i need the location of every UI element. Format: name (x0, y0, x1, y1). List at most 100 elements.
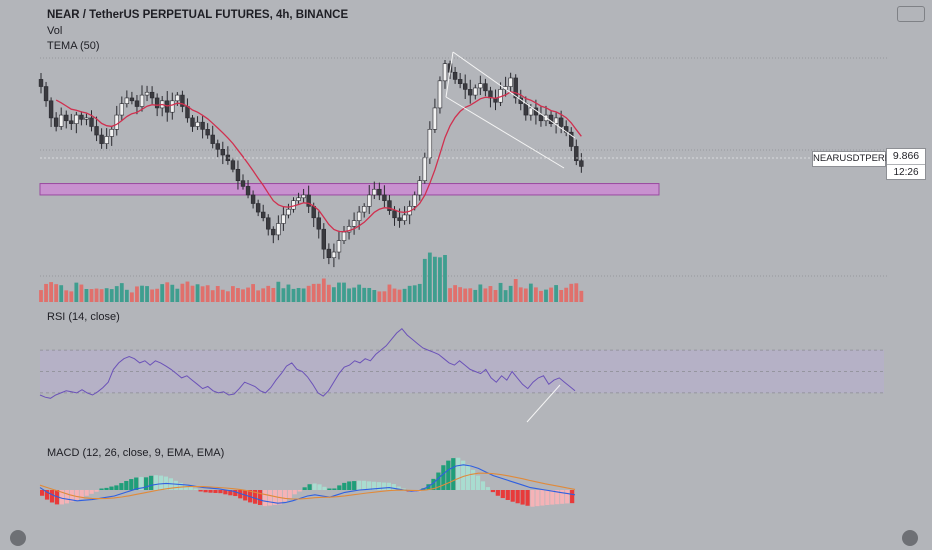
macd-bar (391, 484, 396, 490)
volume-bar (74, 282, 79, 302)
macd-bar (515, 490, 520, 504)
last-price-tag: 9.866 12:26 (886, 148, 926, 180)
candle-body (94, 126, 99, 136)
candle-body (437, 80, 443, 109)
candle-body (331, 251, 337, 259)
scroll-right-button[interactable] (902, 530, 918, 546)
volume-bar (377, 291, 382, 302)
volume-bar (362, 287, 367, 302)
candle-body (58, 114, 64, 127)
macd-bar (322, 486, 327, 490)
volume-bar (54, 284, 59, 302)
scroll-left-button[interactable] (10, 530, 26, 546)
macd-bar (466, 464, 471, 490)
candle-body (250, 194, 256, 204)
candle-body (311, 206, 316, 219)
macd-bar (545, 490, 550, 505)
candle-body (483, 83, 488, 92)
candle-body (508, 77, 513, 87)
candle-body (210, 134, 215, 144)
signal-line (39, 472, 576, 500)
volume-bar (220, 289, 225, 302)
macd-bar (178, 482, 183, 490)
volume-bar (296, 287, 301, 302)
macd-bar (510, 490, 515, 502)
macd-bar (262, 490, 268, 507)
rsi-label[interactable]: RSI (14, close) (47, 311, 120, 323)
macd-bar (381, 482, 387, 490)
volume-bars (39, 252, 584, 302)
candle-body (104, 136, 109, 144)
macd-bar (193, 488, 198, 490)
macd-bar (228, 490, 233, 496)
candle-body (84, 117, 89, 120)
candle-body (64, 114, 69, 122)
volume-bar (281, 288, 286, 302)
volume-bar (306, 285, 311, 302)
tema-label[interactable]: TEMA (50) (47, 40, 100, 52)
volume-bar (458, 287, 463, 302)
macd-bar (287, 490, 292, 499)
volume-bar (387, 284, 392, 302)
volume-bar (160, 284, 165, 302)
symbol-tag: NEARUSDTPERP (812, 151, 891, 167)
macd-bar (129, 479, 134, 490)
chart-title: NEAR / TetherUS PERPETUAL FUTURES, 4h, B… (47, 9, 349, 21)
volume-bar (79, 284, 84, 302)
volume-bar (412, 285, 417, 302)
macd-bar (461, 460, 466, 490)
volume-bar (271, 287, 276, 302)
macd-bar (535, 490, 540, 507)
candle-body (387, 200, 392, 211)
volume-bar (534, 287, 538, 302)
volume-bar (64, 290, 69, 302)
macd-bar (475, 475, 481, 490)
volume-bar (478, 284, 483, 302)
volume-bar (241, 289, 245, 302)
macd-bar (253, 490, 258, 504)
macd-bar (134, 477, 139, 490)
candle-body (175, 94, 180, 102)
macd-bar (158, 475, 164, 490)
macd-bar (233, 490, 238, 497)
volume-bar (89, 289, 94, 302)
candle-body (281, 214, 286, 224)
chart-settings-button[interactable] (897, 6, 925, 22)
candle-body (245, 186, 251, 196)
macd-bar (104, 487, 109, 490)
macd-bar (431, 478, 436, 490)
rsi-trendline (526, 384, 561, 423)
candle-body (149, 91, 155, 99)
candle-body (235, 168, 241, 181)
volume-bar (104, 288, 109, 302)
volume-bar (382, 291, 387, 302)
macd-bar (396, 486, 401, 490)
macd-bar (540, 490, 545, 506)
volume-bar (114, 286, 119, 302)
macd-bar (426, 484, 431, 490)
macd-bar (337, 485, 342, 490)
candle-body (205, 129, 210, 136)
candle-body (48, 100, 54, 119)
volume-label[interactable]: Vol (47, 25, 63, 37)
candle-body (341, 231, 347, 241)
volume-bar (130, 292, 134, 302)
volume-bar (554, 285, 558, 302)
candle-body (185, 106, 190, 119)
candle-body (296, 197, 301, 201)
rsi-line (39, 327, 576, 399)
macd-bar (361, 480, 367, 490)
macd-bar (352, 481, 357, 490)
candle-body (361, 206, 367, 213)
candle-body (170, 100, 175, 113)
macd-bar (272, 490, 278, 505)
volume-bar (544, 289, 548, 302)
volume-bar (256, 290, 261, 302)
macd-label[interactable]: MACD (12, 26, close, 9, EMA, EMA) (47, 447, 225, 459)
volume-bar (246, 287, 250, 302)
support-zone (39, 183, 660, 196)
macd-bar (401, 488, 406, 490)
macd-bar (446, 460, 451, 490)
candle-body (119, 103, 125, 116)
